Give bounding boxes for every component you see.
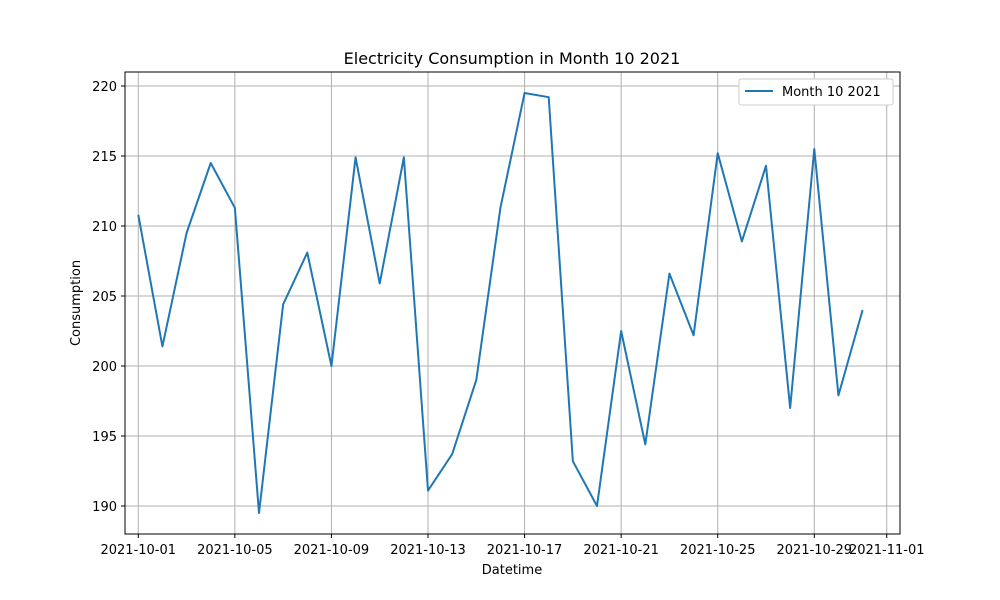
grid-layer xyxy=(125,72,900,534)
x-tick-label: 2021-10-13 xyxy=(390,543,466,558)
y-tick-label: 220 xyxy=(92,80,117,95)
legend-label: Month 10 2021 xyxy=(782,85,881,100)
y-tick-label: 215 xyxy=(92,150,117,165)
plot-frame xyxy=(124,71,901,535)
x-tick-label: 2021-10-17 xyxy=(487,543,563,558)
y-tick-label: 210 xyxy=(92,220,117,235)
y-tick-label: 200 xyxy=(92,360,117,375)
x-axis-title: Datetime xyxy=(482,563,542,578)
y-tick-label: 195 xyxy=(92,430,117,445)
y-axis: 190 195 200 205 210 215 220 xyxy=(92,80,125,515)
chart-title: Electricity Consumption in Month 10 2021 xyxy=(344,49,681,68)
series-layer xyxy=(137,92,864,514)
y-axis-title: Consumption xyxy=(69,260,84,346)
x-tick-label: 2021-10-25 xyxy=(680,543,756,558)
x-tick-label: 2021-10-29 xyxy=(777,543,853,558)
x-tick-label: 2021-10-05 xyxy=(197,543,273,558)
x-tick-label: 2021-10-01 xyxy=(100,543,176,558)
x-tick-label: 2021-11-01 xyxy=(849,543,925,558)
legend: Month 10 2021 xyxy=(738,78,894,106)
y-tick-label: 190 xyxy=(92,500,117,515)
x-axis: 2021-10-01 2021-10-05 2021-10-09 2021-10-13… xyxy=(100,534,925,558)
legend-box xyxy=(738,78,894,106)
x-tick-label: 2021-10-09 xyxy=(294,543,370,558)
y-tick-label: 205 xyxy=(92,290,117,305)
x-tick-label: 2021-10-21 xyxy=(583,543,659,558)
